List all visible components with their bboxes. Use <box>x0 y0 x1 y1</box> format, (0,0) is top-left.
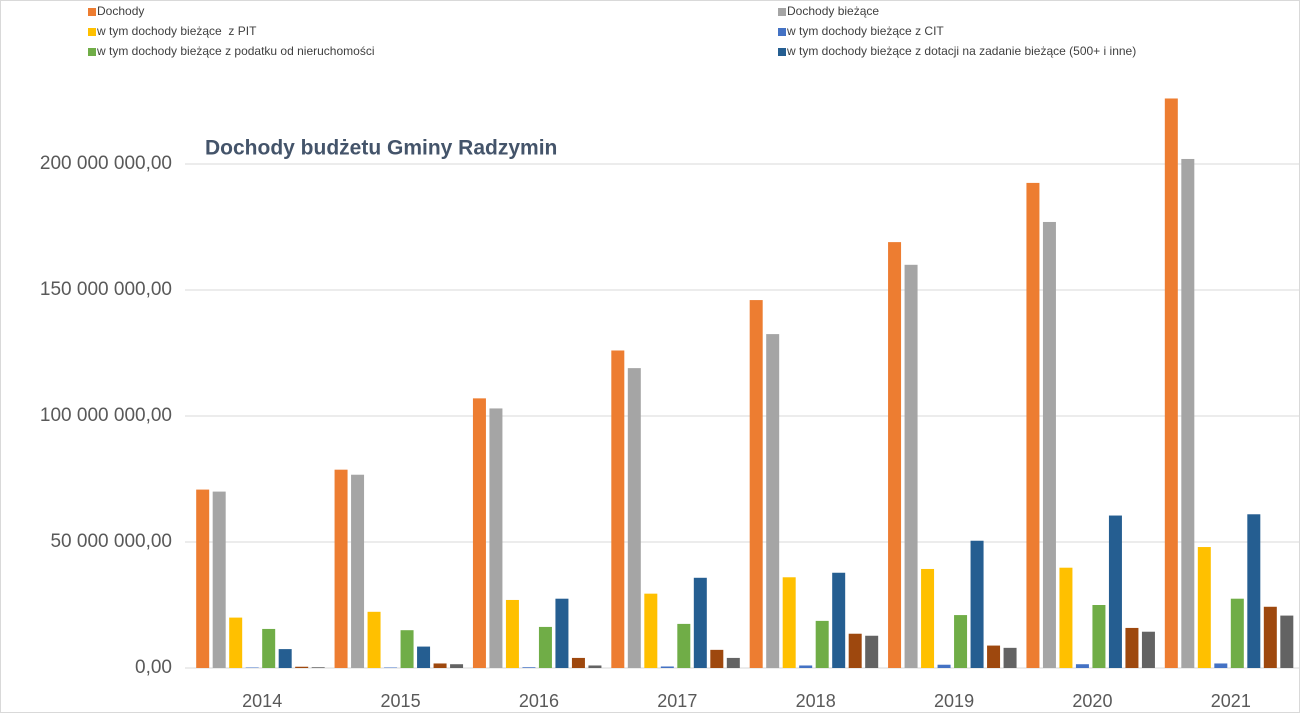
bar <box>1247 514 1261 668</box>
bar <box>1263 606 1277 668</box>
bar <box>505 599 519 668</box>
y-tick-label: 100 000 000,00 <box>40 405 172 426</box>
y-tick-label: 0,00 <box>135 657 172 678</box>
bar <box>472 398 486 668</box>
bar <box>311 667 325 668</box>
bar <box>1059 567 1073 668</box>
bar <box>229 617 243 668</box>
bar <box>1214 663 1228 668</box>
legend-swatch <box>88 8 96 16</box>
bar <box>538 626 552 668</box>
y-tick-label: 200 000 000,00 <box>40 153 172 174</box>
legend-label: w tym dochody bieżące z PIT <box>96 24 257 38</box>
legend-swatch <box>88 48 96 56</box>
x-tick-label: 2021 <box>1211 691 1251 711</box>
bar <box>782 577 796 668</box>
bar <box>489 408 503 668</box>
legend-label: Dochody bieżące <box>787 4 879 18</box>
legend-swatch <box>778 8 786 16</box>
bar <box>571 657 585 668</box>
bar <box>865 635 879 668</box>
bar <box>555 598 569 668</box>
bar <box>1092 605 1106 668</box>
bar <box>1164 98 1178 669</box>
bar <box>832 572 846 668</box>
x-tick-label: 2017 <box>657 691 697 711</box>
bar <box>937 664 951 668</box>
bar <box>522 667 536 668</box>
bar <box>904 264 918 668</box>
legend-swatch <box>778 28 786 36</box>
bar <box>970 540 984 668</box>
bar <box>334 469 348 668</box>
x-tick-label: 2018 <box>796 691 836 711</box>
x-tick-label: 2020 <box>1072 691 1112 711</box>
bar <box>848 633 862 668</box>
bar <box>450 664 464 668</box>
x-tick-label: 2016 <box>519 691 559 711</box>
x-tick-label: 2014 <box>242 691 282 711</box>
bar <box>611 350 625 668</box>
legend-swatch <box>778 48 786 56</box>
bar <box>726 657 740 668</box>
legend-label: w tym dochody bieżące z podatku od nieru… <box>96 44 374 58</box>
bar <box>677 623 691 668</box>
x-tick-label: 2019 <box>934 691 974 711</box>
y-tick-label: 150 000 000,00 <box>40 279 172 300</box>
bar <box>384 667 398 668</box>
bar <box>1108 515 1122 668</box>
bar <box>262 628 276 668</box>
bar <box>1003 647 1017 668</box>
legend-label: w tym dochody bieżące z dotacji na zadan… <box>786 44 1136 58</box>
bar <box>295 666 309 668</box>
bar <box>799 665 813 668</box>
bar <box>749 300 763 668</box>
bar <box>417 646 431 668</box>
x-tick-label: 2015 <box>381 691 421 711</box>
bar <box>245 667 259 668</box>
bar <box>921 568 935 668</box>
bar <box>954 615 968 668</box>
legend-label: Dochody <box>97 4 144 18</box>
bar <box>1042 221 1056 668</box>
bar <box>1280 615 1294 668</box>
bar <box>588 665 602 668</box>
bar <box>987 645 1001 668</box>
bar <box>1181 158 1195 668</box>
bar <box>433 663 447 668</box>
bar <box>400 630 414 668</box>
bar <box>660 666 674 668</box>
bar <box>196 489 210 668</box>
bar <box>1125 627 1139 668</box>
bar <box>351 474 365 668</box>
bar <box>1075 664 1089 668</box>
legend-label: w tym dochody bieżące z CIT <box>786 24 944 38</box>
bar <box>627 368 641 668</box>
bar <box>1141 631 1155 668</box>
bar <box>1230 598 1244 668</box>
bar <box>710 649 724 668</box>
bar <box>1026 182 1040 668</box>
bar <box>212 491 226 668</box>
bar <box>815 620 829 668</box>
bar <box>693 577 707 668</box>
legend-swatch <box>88 28 96 36</box>
bar <box>644 593 658 668</box>
bar <box>888 242 902 668</box>
bar <box>1197 547 1211 668</box>
bar <box>766 334 780 668</box>
y-tick-label: 50 000 000,00 <box>50 531 172 552</box>
bar <box>278 649 292 668</box>
bar <box>367 611 381 668</box>
chart-title: Dochody budżetu Gminy Radzymin <box>205 137 557 160</box>
